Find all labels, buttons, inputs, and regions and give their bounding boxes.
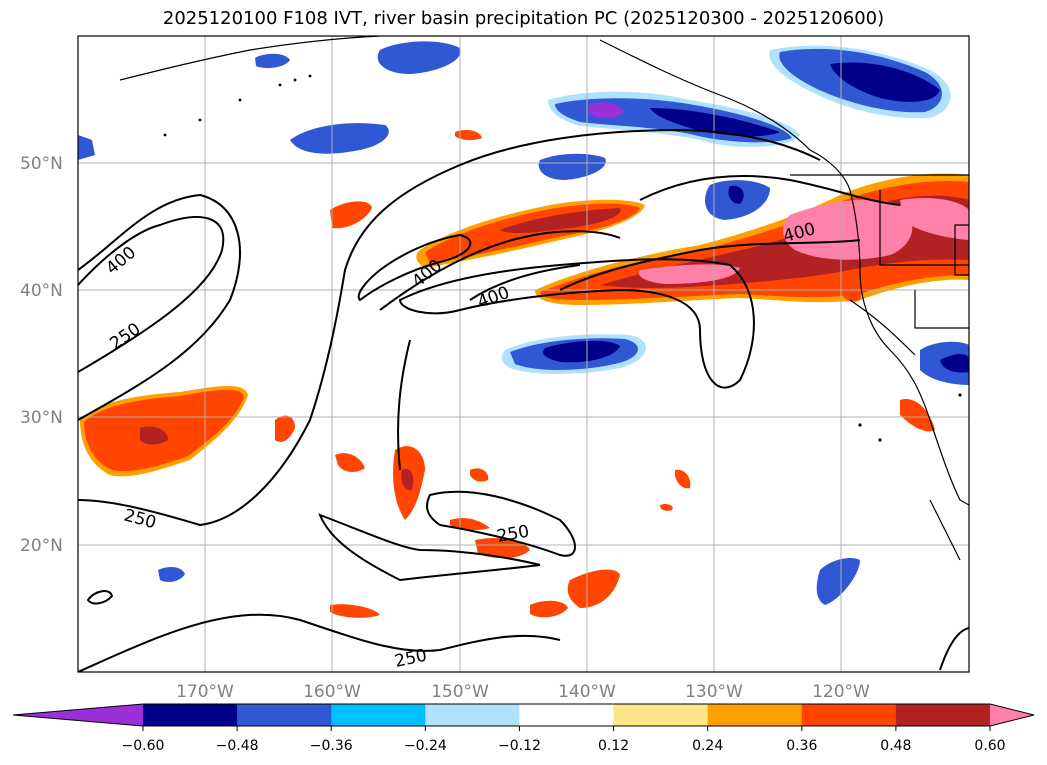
lat-tick-labels: 50°N 40°N 30°N 20°N: [20, 154, 63, 556]
colorbar: −0.60 −0.48 −0.36 −0.24 −0.12 0.12 0.24 0.36 0.4…: [12, 703, 1035, 754]
coastlines: [119, 36, 969, 561]
map-title: 2025120100 F108 IVT, river basin precipi…: [162, 8, 885, 29]
colorbar-extend-max: [990, 704, 1034, 726]
lon-tick-label: 120°W: [812, 682, 870, 702]
colorbar-swatch: [143, 704, 238, 726]
colorbar-tick-label: 0.60: [974, 738, 1005, 754]
colorbar-tick-label: 0.24: [692, 738, 723, 754]
colorbar-swatch: [519, 704, 615, 726]
lat-tick-label: 40°N: [20, 281, 63, 301]
map-gridlines: [78, 36, 969, 672]
lat-tick-label: 30°N: [20, 408, 63, 428]
colorbar-swatch: [425, 704, 520, 726]
colorbar-tick-label: −0.48: [216, 738, 259, 754]
map-frame: [77, 35, 970, 673]
colorbar-swatch: [613, 704, 709, 726]
lon-tick-label: 170°W: [176, 682, 234, 702]
colorbar-swatch: [801, 704, 897, 726]
lon-tick-labels: 170°W 160°W 150°W 140°W 130°W 120°W: [176, 682, 870, 702]
colorbar-tick-label: 0.12: [598, 738, 629, 754]
lat-tick-label: 20°N: [20, 536, 63, 556]
colorbar-swatch: [895, 704, 991, 726]
colorbar-tick-label: 0.48: [880, 738, 911, 754]
lon-tick-label: 150°W: [431, 682, 489, 702]
map-panel: [78, 36, 969, 672]
ivt-contours: [78, 128, 969, 672]
colorbar-swatch: [331, 704, 426, 726]
lon-tick-label: 130°W: [685, 682, 743, 702]
colorbar-swatch: [237, 704, 332, 726]
island-marks: [163, 74, 962, 442]
colorbar-swatch: [707, 704, 803, 726]
negative-precip-patches: [78, 41, 969, 605]
colorbar-extend-min: [13, 704, 143, 726]
lon-tick-label: 160°W: [303, 682, 361, 702]
lat-tick-label: 50°N: [20, 154, 63, 174]
colorbar-tick-label: −0.24: [404, 738, 447, 754]
colorbar-tick-label: 0.36: [786, 738, 817, 754]
colorbar-tick-label: −0.12: [498, 738, 541, 754]
colorbar-tick-label: −0.36: [310, 738, 353, 754]
lon-tick-label: 140°W: [558, 682, 616, 702]
colorbar-tick-label: −0.60: [122, 738, 165, 754]
